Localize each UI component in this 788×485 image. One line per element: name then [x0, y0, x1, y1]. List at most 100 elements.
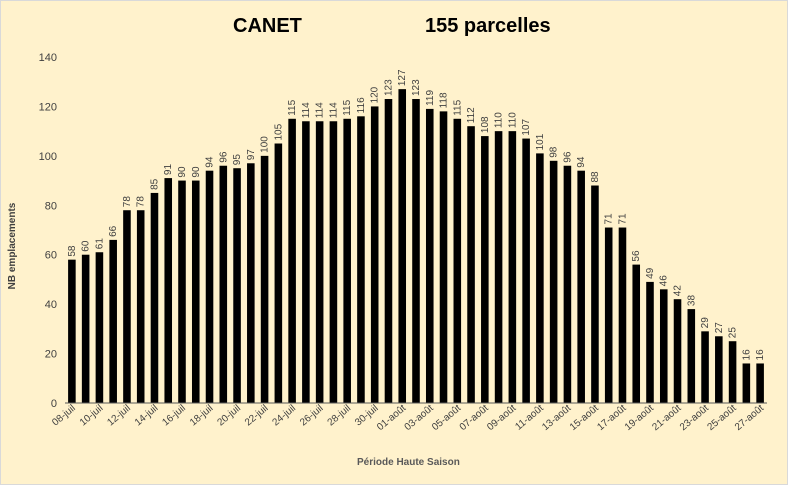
chart-title-parcel-count: 155 parcelles	[425, 15, 551, 37]
data-label: 78	[122, 196, 133, 208]
data-label: 96	[218, 151, 229, 163]
x-tick-label: 17-août	[595, 403, 628, 433]
chart-title-location: CANET	[233, 15, 302, 37]
data-label: 94	[205, 156, 216, 168]
data-label: 66	[108, 225, 119, 237]
bar	[728, 341, 737, 403]
bar	[302, 121, 310, 403]
bar	[329, 121, 338, 403]
data-label: 110	[507, 112, 518, 128]
bar	[494, 131, 503, 403]
y-tick-label: 80	[45, 200, 57, 212]
y-tick-label: 0	[51, 398, 57, 410]
data-label: 114	[328, 102, 339, 118]
bar	[233, 168, 241, 403]
data-label: 46	[659, 275, 670, 287]
y-tick-label: 140	[39, 52, 57, 64]
bar	[178, 180, 186, 403]
bar	[467, 126, 475, 403]
data-label: 101	[535, 133, 546, 150]
bar	[563, 165, 572, 403]
x-tick-label: 21-août	[650, 403, 683, 433]
data-label: 16	[755, 349, 766, 361]
bar	[95, 252, 104, 403]
bar	[604, 227, 613, 403]
bar	[123, 210, 131, 403]
bar	[687, 309, 696, 403]
bar	[288, 118, 296, 403]
bar	[315, 121, 324, 403]
data-label: 123	[411, 79, 422, 96]
bar	[191, 180, 200, 403]
data-label: 110	[494, 112, 505, 128]
data-label: 98	[549, 146, 560, 158]
x-axis-label: Période Haute Saison	[357, 457, 460, 468]
x-tick-label: 27-août	[733, 403, 766, 433]
bar	[453, 118, 462, 403]
bar	[618, 227, 627, 403]
y-tick-label: 100	[39, 151, 57, 163]
bar	[536, 153, 544, 403]
data-label: 60	[81, 240, 92, 252]
data-label: 115	[287, 99, 298, 115]
bar	[109, 239, 117, 403]
x-tick-label: 16-juil	[160, 403, 188, 429]
bar	[343, 118, 351, 403]
bar	[591, 185, 599, 403]
y-axis-label: NB emplacements	[7, 202, 18, 290]
data-label: 38	[686, 295, 697, 307]
x-tick-label: 18-juil	[188, 403, 216, 429]
data-label: 97	[246, 149, 257, 161]
bar	[136, 210, 145, 403]
x-tick-label: 13-août	[540, 403, 573, 433]
bar	[164, 178, 173, 403]
y-tick-label: 60	[45, 250, 57, 262]
data-label: 115	[342, 99, 353, 115]
bar	[260, 155, 269, 403]
data-label: 95	[232, 154, 243, 166]
data-label: 105	[273, 123, 284, 140]
bar	[632, 264, 641, 403]
bar	[577, 170, 585, 403]
bar	[150, 192, 159, 403]
data-label: 42	[673, 285, 684, 297]
x-tick-label: 09-août	[485, 403, 518, 433]
data-label: 91	[163, 164, 174, 176]
bar	[715, 336, 723, 403]
bar	[549, 160, 558, 403]
data-label: 88	[590, 171, 601, 183]
data-label: 78	[136, 196, 147, 208]
y-tick-label: 20	[45, 349, 57, 361]
bar	[81, 254, 90, 403]
data-label: 27	[714, 322, 725, 334]
bar	[659, 289, 668, 403]
x-tick-label: 12-juil	[105, 403, 133, 429]
bar	[673, 299, 682, 403]
data-label: 58	[67, 245, 78, 257]
bar	[508, 131, 517, 403]
bar	[247, 163, 255, 403]
data-label: 49	[645, 267, 656, 279]
bar	[219, 165, 228, 403]
x-tick-label: 05-août	[430, 403, 463, 433]
x-tick-label: 11-août	[513, 403, 546, 433]
data-label: 90	[191, 166, 202, 178]
x-tick-label: 07-août	[458, 403, 491, 433]
bar	[370, 106, 379, 404]
bar	[701, 331, 709, 403]
x-tick-label: 26-juil	[298, 403, 326, 429]
data-label: 16	[741, 349, 752, 361]
bar	[756, 363, 764, 403]
data-label: 118	[439, 92, 450, 108]
x-tick-label: 20-juil	[215, 403, 243, 429]
x-tick-label: 24-juil	[271, 403, 299, 429]
data-label: 127	[397, 69, 408, 86]
data-label: 123	[383, 79, 394, 96]
bar	[68, 259, 76, 403]
data-label: 96	[562, 151, 573, 163]
x-tick-label: 03-août	[403, 403, 436, 433]
data-label: 119	[425, 90, 436, 106]
data-label: 114	[301, 102, 312, 118]
data-label: 85	[149, 178, 160, 190]
data-label: 29	[700, 317, 711, 329]
